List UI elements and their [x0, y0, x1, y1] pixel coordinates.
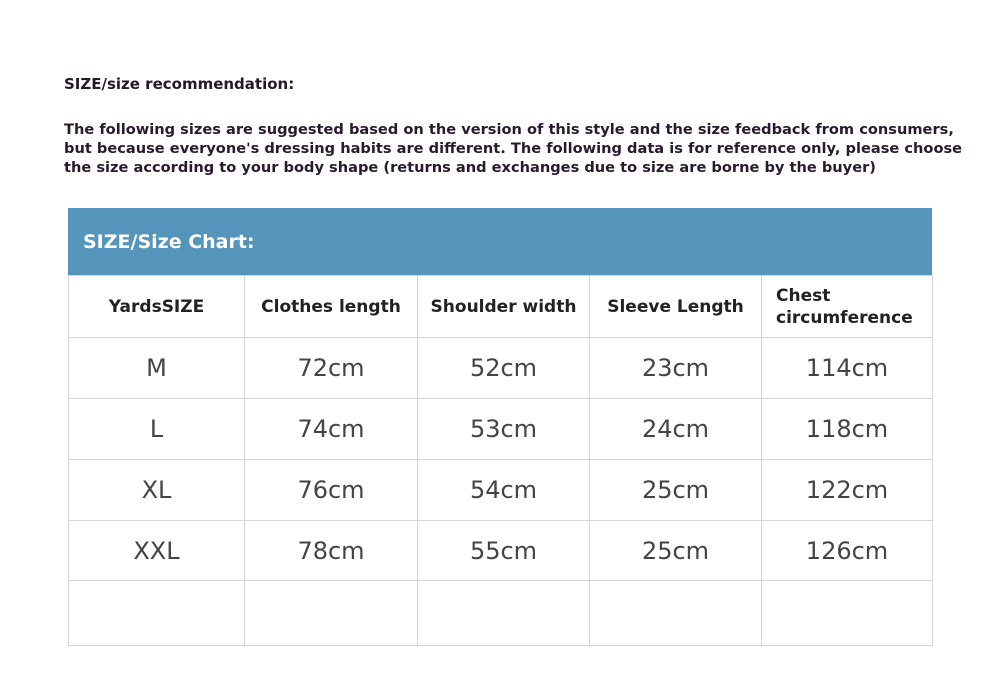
- header-row: YardsSIZE Clothes length Shoulder width …: [68, 275, 933, 338]
- cell-sleeve-length: 25cm: [589, 520, 762, 581]
- table-row: [68, 580, 933, 646]
- cell-chest-circumference: 126cm: [761, 520, 933, 581]
- cell-clothes-length: 76cm: [244, 459, 418, 521]
- column-header-size: YardsSIZE: [68, 275, 245, 338]
- cell-size: XXL: [68, 520, 245, 581]
- cell-sleeve-length: [589, 580, 762, 646]
- column-header-chest-circumference: Chest circumference: [761, 275, 933, 338]
- cell-shoulder-width: [417, 580, 590, 646]
- cell-chest-circumference: 118cm: [761, 398, 933, 460]
- cell-clothes-length: 74cm: [244, 398, 418, 460]
- table-row: XL 76cm 54cm 25cm 122cm: [68, 459, 933, 521]
- cell-sleeve-length: 25cm: [589, 459, 762, 521]
- cell-sleeve-length: 24cm: [589, 398, 762, 460]
- table-row: XXL 78cm 55cm 25cm 126cm: [68, 520, 933, 581]
- column-header-clothes-length: Clothes length: [244, 275, 418, 338]
- cell-size: M: [68, 337, 245, 399]
- cell-size: [68, 580, 245, 646]
- cell-clothes-length: 78cm: [244, 520, 418, 581]
- cell-chest-circumference: [761, 580, 933, 646]
- cell-shoulder-width: 55cm: [417, 520, 590, 581]
- size-chart: SIZE/Size Chart: YardsSIZE Clothes lengt…: [68, 208, 933, 646]
- size-recommendation-heading: SIZE/size recommendation:: [64, 75, 295, 93]
- cell-shoulder-width: 52cm: [417, 337, 590, 399]
- column-header-shoulder-width: Shoulder width: [417, 275, 590, 338]
- size-table: YardsSIZE Clothes length Shoulder width …: [68, 275, 933, 646]
- cell-sleeve-length: 23cm: [589, 337, 762, 399]
- cell-shoulder-width: 53cm: [417, 398, 590, 460]
- cell-chest-circumference: 122cm: [761, 459, 933, 521]
- cell-clothes-length: 72cm: [244, 337, 418, 399]
- cell-size: XL: [68, 459, 245, 521]
- table-row: M 72cm 52cm 23cm 114cm: [68, 337, 933, 399]
- cell-chest-circumference: 114cm: [761, 337, 933, 399]
- column-header-sleeve-length: Sleeve Length: [589, 275, 762, 338]
- cell-shoulder-width: 54cm: [417, 459, 590, 521]
- cell-clothes-length: [244, 580, 418, 646]
- size-chart-title: SIZE/Size Chart:: [68, 208, 932, 275]
- cell-size: L: [68, 398, 245, 460]
- size-recommendation-text: The following sizes are suggested based …: [64, 121, 963, 176]
- table-row: L 74cm 53cm 24cm 118cm: [68, 398, 933, 460]
